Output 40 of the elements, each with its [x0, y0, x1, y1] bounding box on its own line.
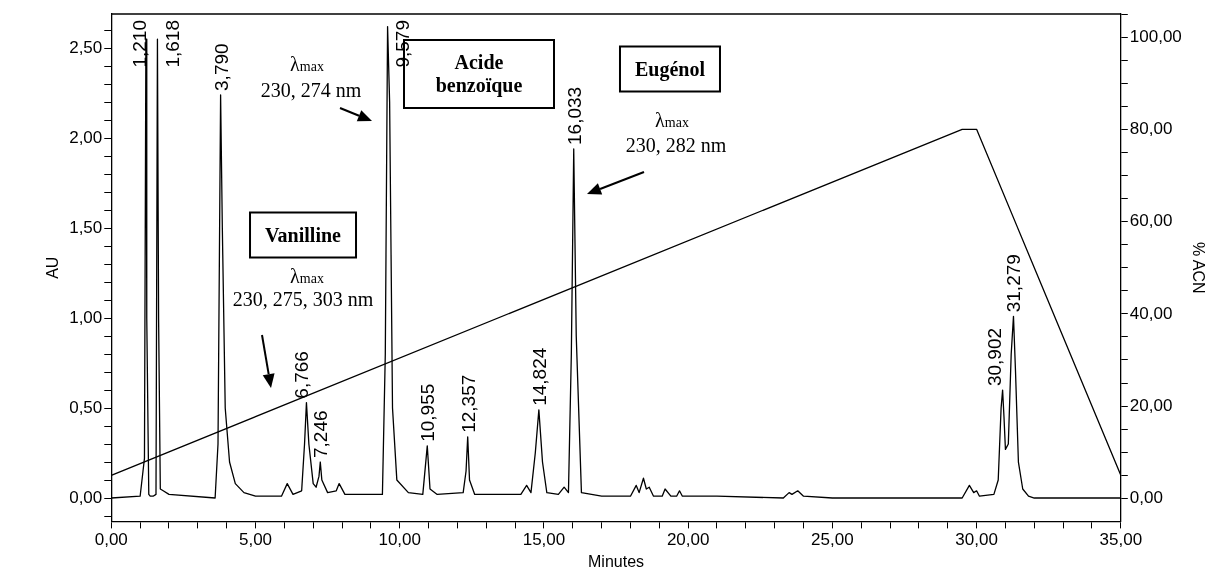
x-tick-label: 20,00 [666, 530, 710, 550]
annotation: 3,790 [210, 43, 232, 91]
annotation: 30,902 [984, 327, 1006, 387]
y-tick-label: 0,00 [69, 487, 103, 507]
y2-tick-label: 100,00 [1129, 26, 1182, 46]
annotation: 10,955 [417, 383, 439, 442]
annotation: Acide benzoïque [435, 51, 523, 96]
annotation: 16,033 [563, 86, 585, 145]
y-tick-label: 2,00 [69, 127, 103, 147]
y-tick-label: 1,00 [69, 307, 103, 327]
x-tick-label: 10,00 [378, 530, 421, 550]
y2-tick-label: 40,00 [1129, 303, 1173, 323]
annotation: Eugénol [618, 45, 722, 93]
annotation: 14,824 [528, 347, 550, 406]
y-axis-title: AU [44, 256, 62, 279]
annotation: 31,279 [1003, 254, 1025, 313]
annotation: Vanilline [249, 211, 357, 259]
y-tick-label: 2,50 [69, 37, 103, 57]
x-tick-label: 15,00 [522, 530, 566, 550]
annotation: 1,618 [161, 20, 183, 68]
x-tick-label: 5,00 [238, 530, 273, 550]
y2-tick-label: 80,00 [1129, 119, 1173, 139]
annotation: 7,246 [310, 410, 332, 459]
annotation: 6,766 [291, 351, 313, 399]
x-tick-label: 35,00 [1099, 530, 1143, 550]
x-tick-label: 0,00 [94, 530, 128, 550]
x-tick-label: 30,00 [955, 530, 998, 550]
x-axis-title: Minutes [588, 552, 645, 570]
y2-tick-label: 60,00 [1129, 211, 1173, 231]
annotation: 230, 275, 303 nm [232, 287, 374, 311]
y-tick-label: 1,50 [69, 217, 103, 237]
y-tick-label: 0,50 [69, 397, 103, 417]
annotation: 230, 282 nm [625, 133, 727, 157]
x-tick-label: 25,00 [811, 530, 854, 550]
annotation: 12,357 [457, 374, 479, 433]
y2-tick-label: 0,00 [1129, 488, 1163, 508]
y2-tick-label: 20,00 [1129, 395, 1173, 415]
annotation: 1,210 [128, 20, 150, 68]
y2-axis-title: % ACN [1189, 241, 1207, 294]
annotation: 230, 274 nm [260, 78, 362, 102]
